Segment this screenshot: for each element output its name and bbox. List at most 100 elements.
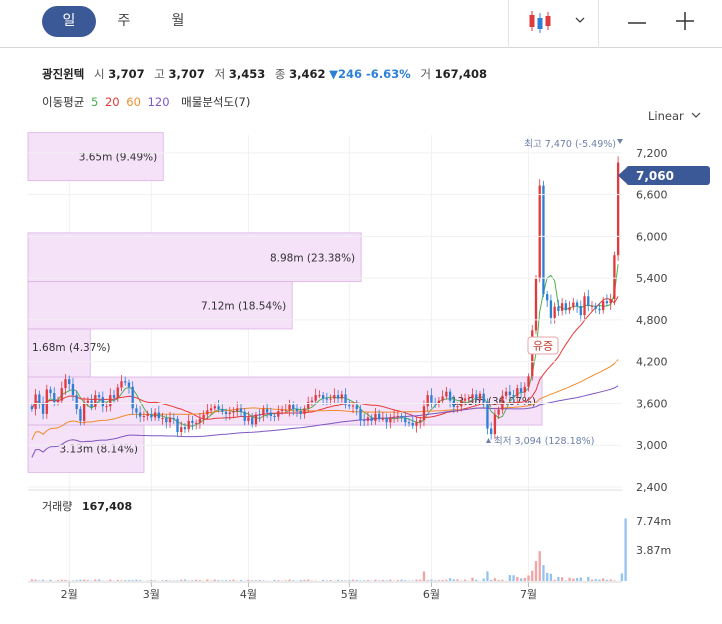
volume-bar xyxy=(94,579,97,581)
candle-body xyxy=(538,185,541,279)
volume-bar xyxy=(609,579,612,581)
candle-body xyxy=(430,395,433,403)
chevron-down-icon[interactable] xyxy=(572,12,588,28)
close-label: 종 xyxy=(274,67,286,81)
time-axis: 2월 3월 4월 5월 6월 7월 xyxy=(61,135,537,601)
moving-average-line xyxy=(31,359,619,441)
volume-bar xyxy=(564,580,568,581)
candle-body xyxy=(523,386,526,393)
candle-body xyxy=(333,395,336,399)
candle-body xyxy=(355,405,358,410)
candle-body xyxy=(236,408,239,412)
volume-bar xyxy=(493,578,497,581)
volume-bar xyxy=(153,580,157,581)
volume-bar xyxy=(284,580,287,581)
volume-bar xyxy=(120,580,123,581)
time-tick-label: 4월 xyxy=(240,588,257,601)
candle-body xyxy=(34,394,37,410)
ma-120-label[interactable]: 120 xyxy=(147,95,170,109)
candle-body xyxy=(385,418,388,423)
volume-bar xyxy=(336,579,340,581)
candle-body xyxy=(609,299,612,304)
candle-body xyxy=(374,413,377,421)
time-tick-label: 2월 xyxy=(61,588,78,601)
candle-body xyxy=(508,391,511,396)
price-tick-label: 4,800 xyxy=(636,314,668,327)
current-price-tag xyxy=(626,166,710,185)
volume-bar xyxy=(605,579,609,581)
zoom-in-icon[interactable] xyxy=(674,10,696,32)
candle-body xyxy=(262,409,265,416)
candle-body xyxy=(471,394,474,398)
volume-bar xyxy=(135,579,138,581)
volume-bar xyxy=(176,580,179,581)
scale-mode-label: Linear xyxy=(648,109,684,123)
volume-bar xyxy=(254,580,258,581)
ma-5-label[interactable]: 5 xyxy=(90,95,99,109)
price-tick-label: 6,600 xyxy=(636,189,668,202)
candle-body xyxy=(426,395,429,407)
candle-body xyxy=(366,417,370,421)
candle-body xyxy=(180,427,183,433)
volume-bar xyxy=(572,578,575,581)
volume-bar xyxy=(251,580,254,581)
price-tick-label: 3,600 xyxy=(636,397,668,410)
candle-body xyxy=(336,395,340,399)
candle-body xyxy=(64,379,67,389)
candle-body xyxy=(340,394,343,399)
volume-bar xyxy=(497,579,500,581)
candle-body xyxy=(568,307,571,311)
volume-bar xyxy=(575,578,579,581)
candle-body xyxy=(251,417,254,425)
scale-mode-select[interactable]: Linear xyxy=(648,109,702,123)
ma-20-label[interactable]: 20 xyxy=(104,95,120,109)
candle-body xyxy=(94,395,97,407)
event-badge[interactable] xyxy=(527,336,559,355)
volume-bar xyxy=(49,579,52,581)
moving-average-line xyxy=(31,264,619,427)
candle-body xyxy=(295,409,299,412)
tab-month[interactable]: 월 xyxy=(171,13,185,29)
volume-bar xyxy=(400,579,403,581)
candle-body xyxy=(534,278,538,331)
volume-bar xyxy=(355,580,358,581)
volume-bar xyxy=(195,579,198,581)
volume-bar xyxy=(396,580,399,581)
volume-profile-bar xyxy=(27,132,164,182)
candle-body xyxy=(546,294,549,301)
triangle-up-icon xyxy=(486,438,491,443)
current-price: 7,060 xyxy=(636,169,674,183)
volume-bar xyxy=(534,560,538,581)
volume-profile-label[interactable]: 매물분석도(7) xyxy=(181,95,251,109)
volume-bar xyxy=(452,579,455,581)
volume-pane-value: 167,408 xyxy=(82,500,132,513)
volume-bar xyxy=(377,580,381,581)
price-axis: 7,200 6,600 6,000 5,400 4,800 4,200 3,600 3,000… xyxy=(28,147,668,494)
ma-60-label[interactable]: 60 xyxy=(126,95,141,109)
candlestick-chart-icon[interactable] xyxy=(524,8,558,36)
candle-body xyxy=(587,296,590,306)
candle-body xyxy=(146,413,149,416)
candle-body xyxy=(400,415,403,418)
volume-bar xyxy=(224,580,228,581)
candle-body xyxy=(583,296,586,316)
candle-body xyxy=(437,400,441,404)
volume-bar xyxy=(538,551,541,581)
chevron-down-icon xyxy=(691,112,701,118)
zoom-out-icon[interactable] xyxy=(626,12,648,34)
candle-body xyxy=(112,395,116,398)
candle-body xyxy=(187,420,190,430)
stock-info-line: 광진윈텍 시 3,707 고 3,707 저 3,453 종 3,462 ▼24… xyxy=(42,66,487,82)
tab-day[interactable]: 일 xyxy=(42,6,96,37)
tab-week[interactable]: 주 xyxy=(117,13,131,29)
volume-bar xyxy=(221,580,224,581)
volume-bar xyxy=(475,579,478,581)
candle-body xyxy=(318,395,321,397)
volume-bar xyxy=(404,580,407,581)
candle-body xyxy=(228,412,231,414)
volume-bar xyxy=(519,578,523,581)
candle-body xyxy=(396,415,399,417)
candle-body xyxy=(68,379,71,384)
candle-body xyxy=(516,388,519,397)
